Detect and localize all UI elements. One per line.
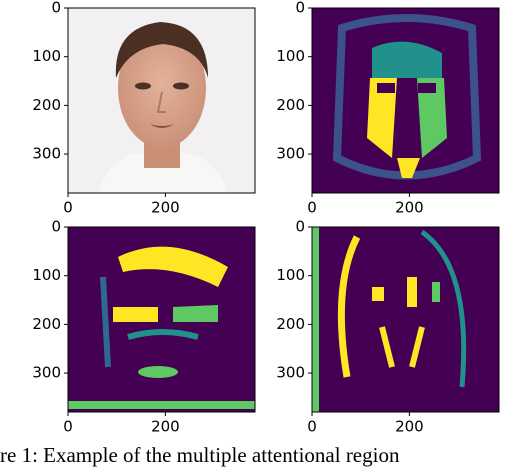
caption: re 1: Example of the multiple attentiona…: [0, 443, 400, 467]
attention-map: [312, 8, 499, 193]
y-tick-label: 0: [51, 218, 61, 236]
attention-map: [312, 227, 499, 412]
y-tick-label: 100: [276, 266, 305, 284]
axes-frame: [311, 226, 500, 413]
axes-frame: [67, 226, 256, 413]
y-tick-label: 300: [32, 145, 61, 163]
y-tick-label: 200: [32, 96, 61, 114]
x-tick-label: 0: [63, 418, 73, 436]
y-tick-label: 100: [276, 47, 305, 65]
y-tick-label: 200: [276, 315, 305, 333]
face-photo: [68, 8, 255, 193]
x-tick-label: 200: [395, 199, 424, 217]
y-tick-label: 100: [32, 47, 61, 65]
y-tick-label: 200: [276, 96, 305, 114]
y-tick-label: 300: [32, 364, 61, 382]
attention-map: [68, 227, 255, 412]
x-tick-label: 200: [395, 418, 424, 436]
y-tick-label: 0: [295, 218, 305, 236]
y-tick-label: 100: [32, 266, 61, 284]
y-tick-label: 0: [51, 0, 61, 17]
y-tick-label: 0: [295, 0, 305, 17]
x-tick-label: 0: [307, 418, 317, 436]
x-tick-label: 200: [151, 199, 180, 217]
y-tick-label: 300: [276, 364, 305, 382]
x-tick-label: 0: [63, 199, 73, 217]
axes-frame: [67, 7, 256, 194]
x-tick-label: 200: [151, 418, 180, 436]
y-tick-label: 200: [32, 315, 61, 333]
axes-frame: [311, 7, 500, 194]
x-tick-label: 0: [307, 199, 317, 217]
y-tick-label: 300: [276, 145, 305, 163]
